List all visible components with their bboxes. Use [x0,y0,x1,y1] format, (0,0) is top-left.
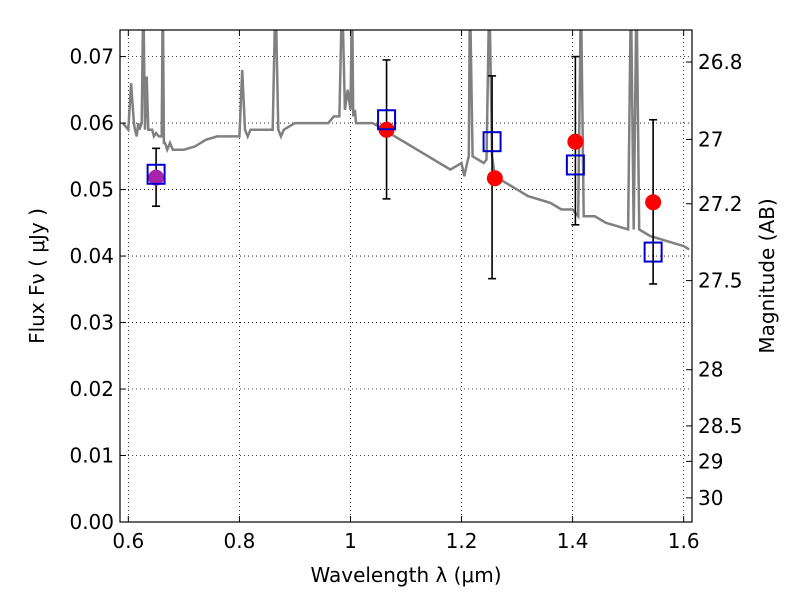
data-point-square [565,154,585,176]
data-point-circle [567,133,584,150]
y2-tick-label: 27 [698,127,723,151]
data-layer [121,30,690,285]
data-point-square [643,241,663,263]
data-point-square [482,131,502,153]
x-tick-label: 1.2 [446,529,478,553]
x-tick-label: 0.6 [112,529,144,553]
data-point-square [377,109,397,131]
data-point-circle [148,169,165,186]
spectrum-line [121,30,690,251]
plot-frame [119,29,693,523]
y-tick-label: 0.05 [69,178,114,202]
x-tick-label: 1.6 [668,529,700,553]
y2-tick-label: 28 [698,358,723,382]
y-tick-label: 0.02 [69,377,114,401]
x-tick-label: 0.8 [223,529,255,553]
y2-tick-label: 26.8 [698,50,743,74]
data-point-circle [645,194,662,211]
grid-layer [120,30,692,523]
y-tick-label: 0.03 [69,311,114,335]
y-tick-label: 0.01 [69,444,114,468]
x-tick-label: 1.4 [557,529,589,553]
y2-tick-label: 28.5 [698,414,743,438]
y-tick-label: 0.07 [69,45,114,69]
x-axis-label: Wavelength λ (μm) [310,563,501,587]
data-point-square [146,163,166,185]
y2-tick-label: 27.2 [698,192,743,216]
x-tick-label: 1 [344,529,357,553]
data-point-circle [486,170,503,187]
y-tick-label: 0.06 [69,111,114,135]
tick-layer: 0.6 0.8 1 1.2 1.4 1.6 0.00 0.01 0.02 0.03 0.04 0.05… [69,30,743,553]
y-axis-label: Flux Fν ( μJy ) [25,208,49,344]
y2-tick-label: 27.5 [698,269,743,293]
y2-tick-label: 29 [698,449,723,473]
y-tick-label: 0.00 [69,510,114,534]
y-tick-label: 0.04 [69,244,114,268]
y2-tick-label: 30 [698,486,723,510]
y2-axis-label: Magnitude (AB) [755,198,779,353]
